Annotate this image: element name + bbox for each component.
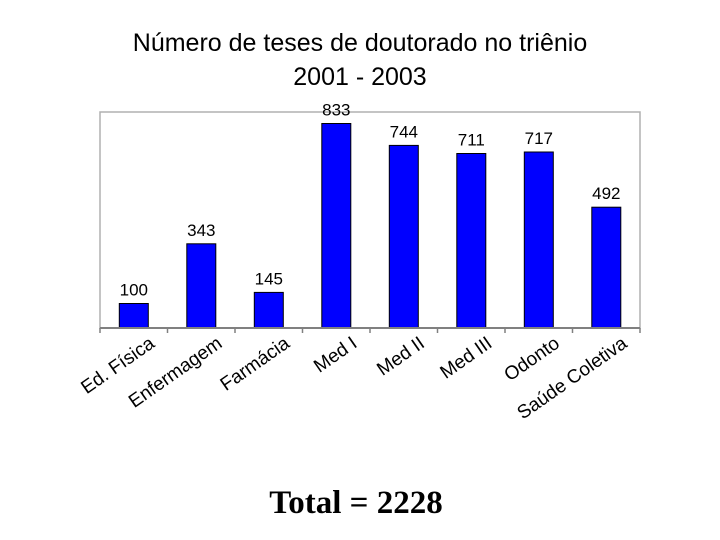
chart-subtitle: 2001 - 2003 (293, 63, 427, 91)
category-label: Med III (437, 333, 497, 384)
bar-value-label: 145 (255, 269, 283, 288)
category-label: Farmácia (217, 333, 294, 396)
bar (186, 243, 217, 329)
category-label: Med I (310, 333, 361, 377)
bar-value-label: 833 (322, 101, 350, 120)
bar (321, 123, 352, 329)
bar-value-label: 717 (525, 129, 553, 148)
bars-group (118, 123, 622, 329)
bar-value-label: 492 (592, 184, 620, 203)
bar (253, 291, 284, 329)
x-ticks-group (99, 328, 641, 333)
bar-value-label: 744 (390, 122, 418, 141)
bar-value-label: 711 (458, 131, 485, 150)
bar-value-label: 100 (120, 281, 148, 300)
value-labels-group: 100 343 145 833 744 711 717 492 (120, 101, 621, 300)
chart-title-block: Número de teses de doutorado no triênio … (0, 26, 720, 94)
bar (523, 151, 554, 329)
bar (591, 206, 622, 329)
bar-value-label: 343 (187, 221, 215, 240)
bar (388, 144, 419, 329)
plot-area-border (99, 111, 641, 329)
chart-title: Número de teses de doutorado no triênio (132, 29, 588, 57)
bar (456, 153, 487, 329)
bar (118, 303, 149, 329)
category-label: Med II (373, 333, 428, 380)
total-footer: Total = 2228 (269, 485, 443, 521)
